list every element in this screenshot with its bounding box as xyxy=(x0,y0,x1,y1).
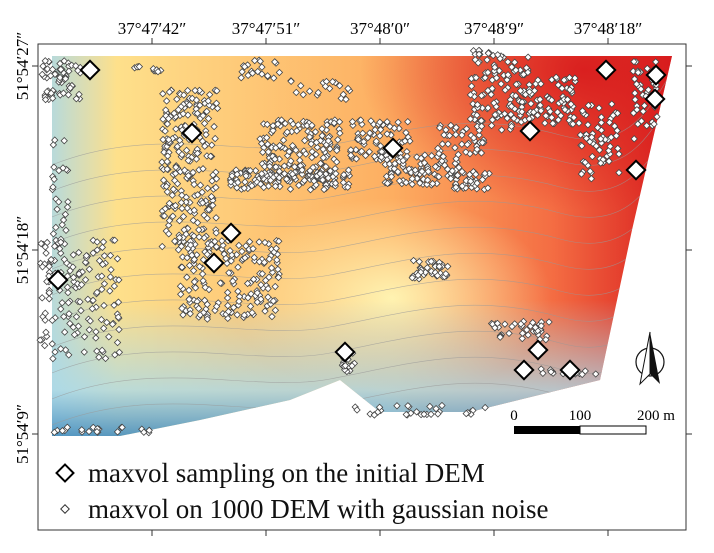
scale-label: 200 m xyxy=(637,408,675,424)
small-diamond-icon xyxy=(50,494,80,524)
initial-dem-sample-points xyxy=(47,59,667,381)
lat-tick-label: 51°54′9″ xyxy=(13,404,32,464)
dem-raster xyxy=(52,56,672,436)
legend: maxvol sampling on the initial DEM maxvo… xyxy=(50,455,690,527)
legend-label: maxvol on 1000 DEM with gaussian noise xyxy=(88,493,549,524)
lon-tick-label: 37°48′9″ xyxy=(464,19,524,38)
legend-item: maxvol on 1000 DEM with gaussian noise xyxy=(50,491,690,527)
map-frame xyxy=(37,43,687,531)
lat-tick-label: 51°54′18″ xyxy=(13,216,32,285)
lon-tick-label: 37°48′18″ xyxy=(574,19,643,38)
lon-tick-label: 37°47′51″ xyxy=(232,19,301,38)
scale-label: 0 xyxy=(510,408,518,424)
lon-tick-label: 37°48′0″ xyxy=(350,19,410,38)
lat-tick-label: 51°54′27″ xyxy=(13,32,32,101)
scale-label: 100 xyxy=(569,408,592,424)
lon-tick-label: 37°47′42″ xyxy=(118,19,187,38)
north-arrow-icon xyxy=(635,331,665,386)
scale-bar: 0 100 200 m xyxy=(510,408,675,435)
large-diamond-icon xyxy=(50,458,80,488)
frame-ticks xyxy=(32,38,692,536)
legend-item: maxvol sampling on the initial DEM xyxy=(50,455,690,491)
legend-label: maxvol sampling on the initial DEM xyxy=(88,457,485,488)
noisy-dem-sample-points xyxy=(36,46,661,437)
